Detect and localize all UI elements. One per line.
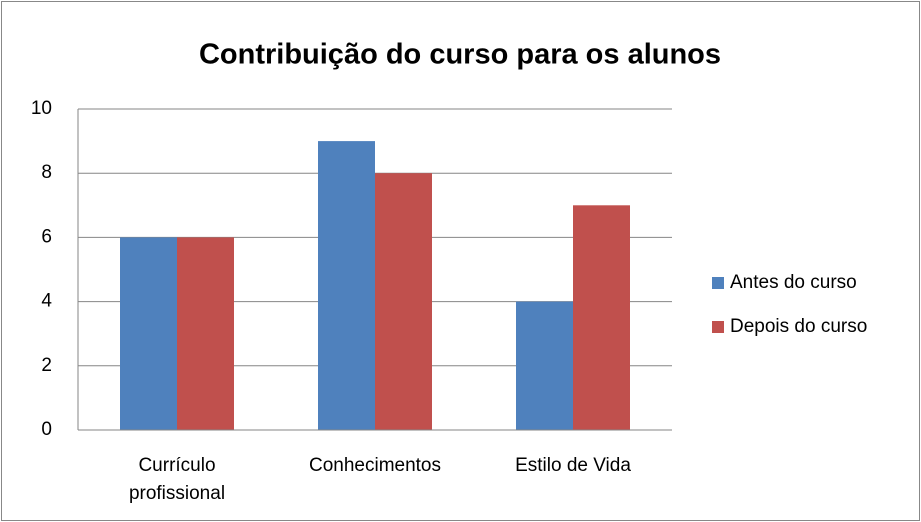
bar	[375, 173, 432, 430]
x-tick-label: Conhecimentos	[309, 455, 441, 476]
chart-title: Contribuição do curso para os alunos	[199, 39, 721, 71]
x-tick-label: Currículo profissional	[129, 455, 225, 504]
y-tick-label: 10	[31, 98, 52, 119]
y-tick-label: 8	[41, 162, 52, 183]
bar	[120, 237, 177, 430]
y-tick-label: 4	[41, 291, 52, 312]
y-tick-label: 2	[41, 355, 52, 376]
bar	[516, 301, 573, 430]
legend-swatch	[712, 321, 724, 333]
x-tick-label: Estilo de Vida	[515, 455, 631, 476]
legend-label: Depois do curso	[730, 316, 867, 337]
legend-swatch	[712, 277, 724, 289]
y-tick-label: 6	[41, 226, 52, 247]
bar	[573, 205, 630, 430]
legend-label: Antes do curso	[730, 272, 857, 293]
y-tick-label: 0	[41, 419, 52, 440]
bar	[318, 141, 375, 430]
bar	[177, 237, 234, 430]
